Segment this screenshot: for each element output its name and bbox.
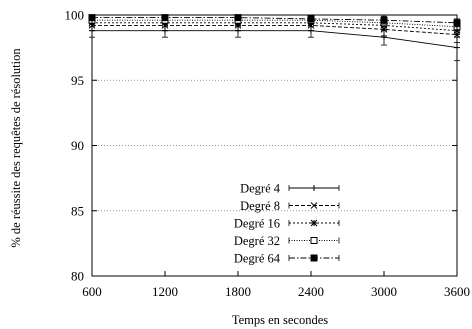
gridlines	[92, 79, 457, 212]
legend-label: Degré 4	[240, 182, 281, 196]
series-line	[92, 24, 458, 36]
series-line	[92, 17, 458, 24]
legend-entry: Degré 8	[240, 199, 340, 213]
series-3	[88, 18, 461, 38]
legend-label: Degré 8	[240, 199, 280, 213]
y-tick-label: 80	[71, 269, 84, 284]
legend-entry: Degré 4	[240, 182, 340, 196]
y-tick-label: 95	[71, 73, 84, 88]
y-tick-label: 100	[65, 8, 85, 23]
series-1	[89, 23, 460, 62]
series-line	[92, 30, 458, 49]
series-line	[92, 19, 458, 28]
legend-entry: Degré 64	[234, 252, 340, 266]
series-line	[92, 22, 458, 32]
legend-entry: Degré 16	[234, 217, 340, 231]
series-4	[88, 15, 461, 33]
axis-ticks: 80 85 90 95 100 600 1200 1800 2400 3000 3600	[65, 8, 471, 300]
series-2	[88, 19, 461, 43]
y-axis-label: % de réussite des requêtes de résolution	[9, 48, 23, 248]
legend-entry: Degré 32	[234, 234, 340, 248]
x-tick-label: 3600	[444, 284, 470, 299]
filled-square-marker	[310, 254, 318, 262]
x-tick-label: 3000	[371, 284, 397, 299]
y-tick-label: 90	[71, 138, 84, 153]
star-marker	[310, 219, 318, 227]
x-tick-label: 600	[82, 284, 102, 299]
x-tick-label: 1800	[225, 284, 251, 299]
y-tick-label: 85	[71, 203, 84, 218]
legend-label: Degré 64	[234, 252, 281, 266]
legend: Degré 4 Degré 8 Degré 16 Degré 32 Degré 64	[234, 182, 340, 266]
x-tick-label: 2400	[298, 284, 324, 299]
x-axis-label: Temps en secondes	[232, 313, 328, 327]
plus-marker	[311, 185, 317, 191]
series-lines	[88, 14, 461, 62]
cross-marker	[310, 202, 318, 209]
x-tick-label: 1200	[152, 284, 178, 299]
legend-label: Degré 16	[234, 217, 280, 231]
series-5	[88, 14, 461, 28]
legend-label: Degré 32	[234, 234, 280, 248]
open-square-marker	[310, 237, 318, 244]
